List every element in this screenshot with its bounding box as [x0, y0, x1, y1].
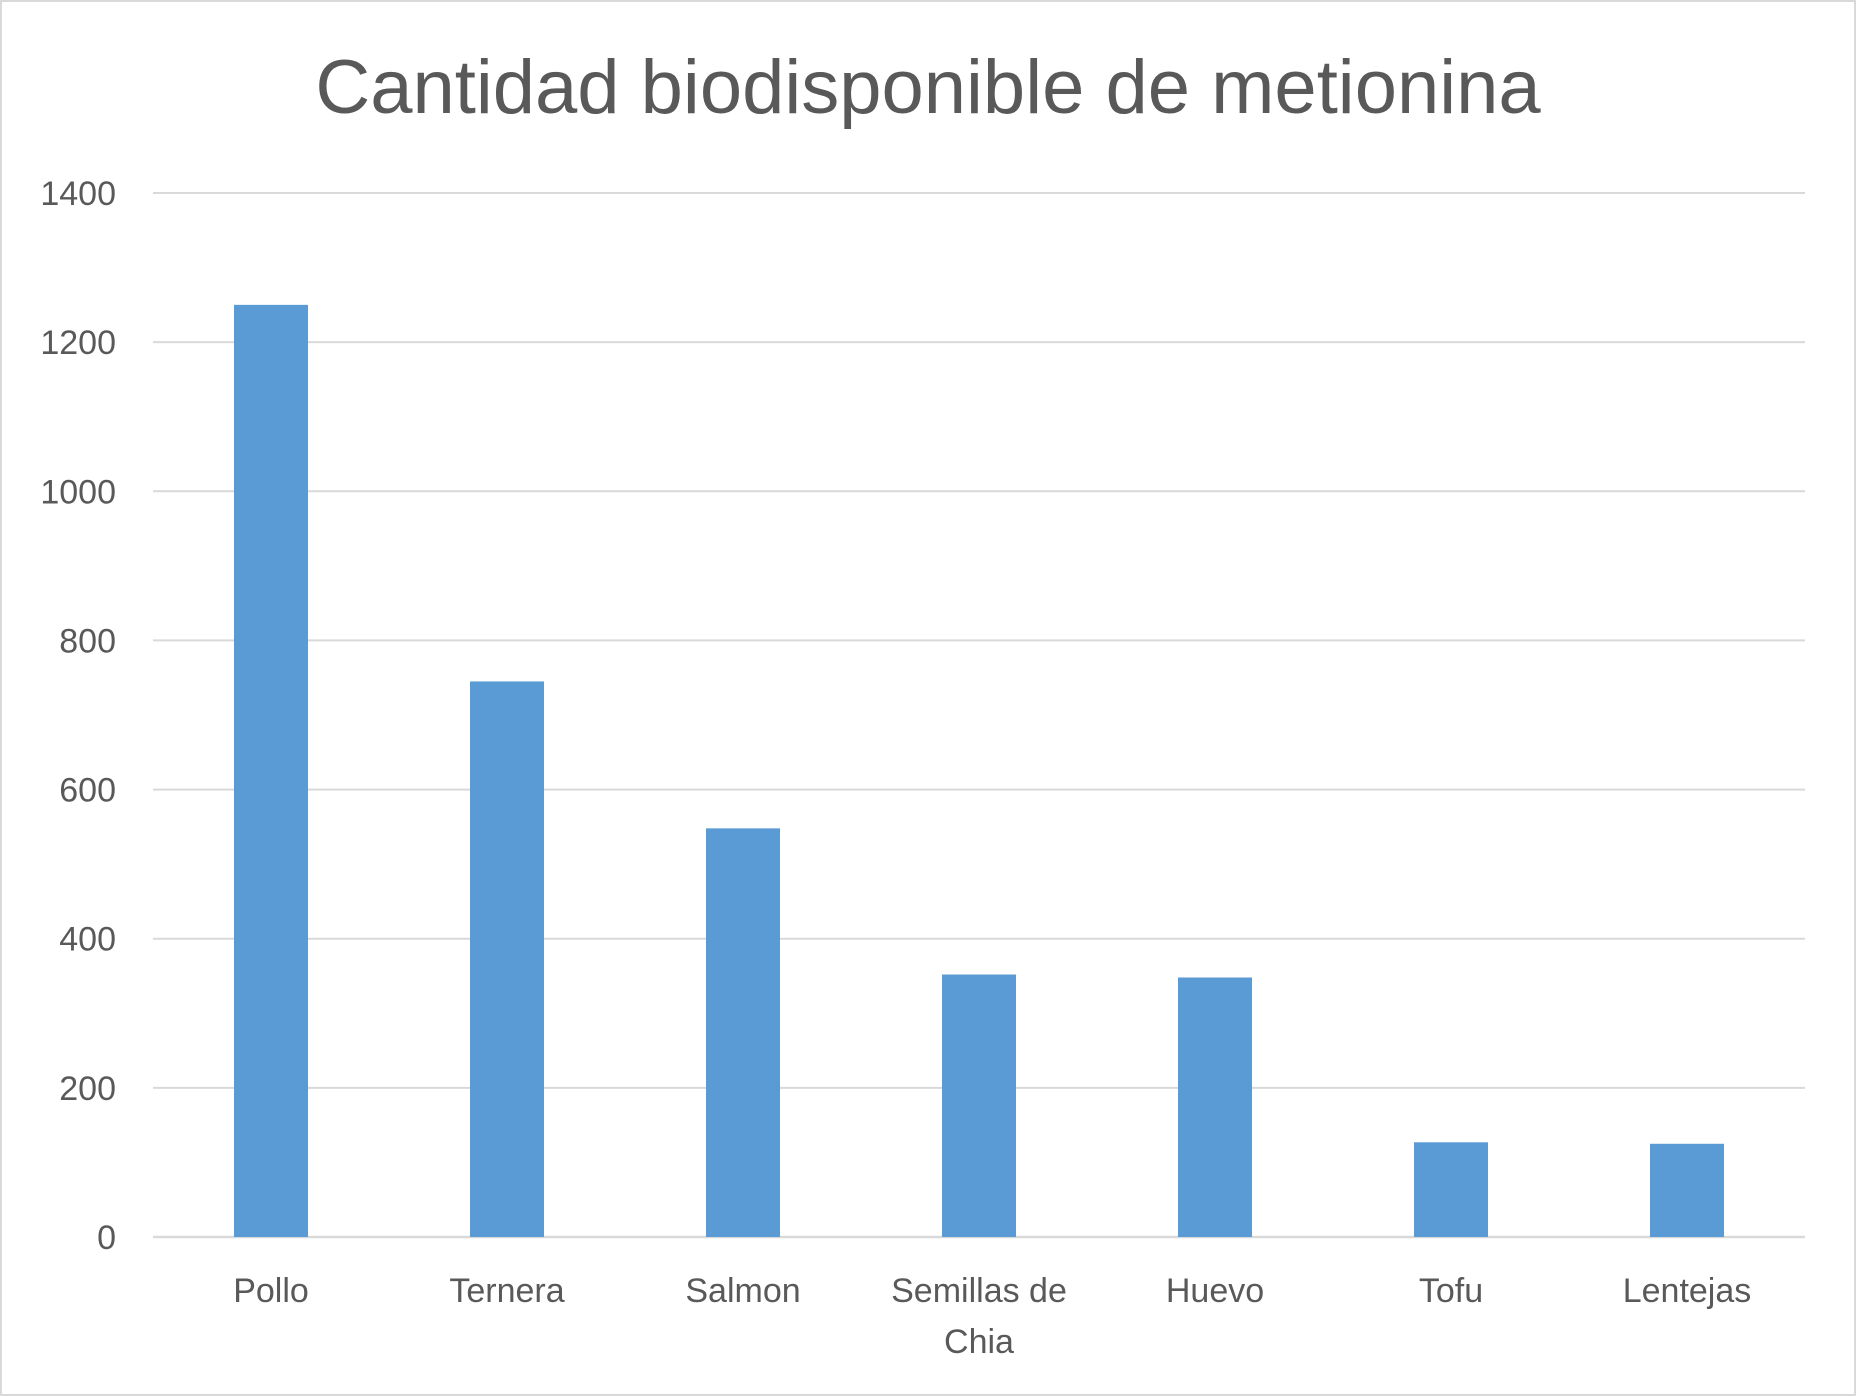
- y-tick-label: 1000: [40, 473, 116, 511]
- x-tick-label: Huevo: [1166, 1272, 1264, 1310]
- y-tick-label: 200: [59, 1070, 116, 1108]
- bar-lentejas: [1650, 1143, 1724, 1237]
- y-tick-label: 400: [59, 921, 116, 959]
- y-tick-label: 1400: [40, 175, 116, 213]
- y-tick-label: 800: [59, 622, 116, 660]
- gridlines: [153, 192, 1805, 1239]
- x-tick-label: Tofu: [1419, 1272, 1483, 1310]
- y-tick-label: 1200: [40, 324, 116, 362]
- bars: [234, 304, 1724, 1237]
- y-tick-label: 0: [97, 1219, 116, 1257]
- bar-salmon: [706, 828, 780, 1237]
- bar-ternera: [470, 681, 544, 1237]
- y-tick-label: 600: [59, 772, 116, 810]
- chart-title: Cantidad biodisponible de metionina: [315, 45, 1541, 130]
- bar-pollo: [234, 304, 308, 1237]
- bar-huevo: [1178, 977, 1252, 1237]
- x-tick-label: Lentejas: [1623, 1272, 1752, 1310]
- x-axis-labels: Pollo Ternera Salmon Semillas de Chia Huevo To…: [233, 1272, 1751, 1361]
- bar-semillas-de-chia: [942, 974, 1016, 1237]
- x-tick-label: Pollo: [233, 1272, 309, 1310]
- y-axis-ticks: 0 200 400 600 800 1000 1200 1400: [40, 175, 116, 1257]
- x-tick-label: Semillas de Chia: [891, 1272, 1067, 1361]
- x-tick-label: Salmon: [685, 1272, 800, 1310]
- bar-tofu: [1414, 1142, 1488, 1237]
- x-tick-label: Ternera: [449, 1272, 564, 1310]
